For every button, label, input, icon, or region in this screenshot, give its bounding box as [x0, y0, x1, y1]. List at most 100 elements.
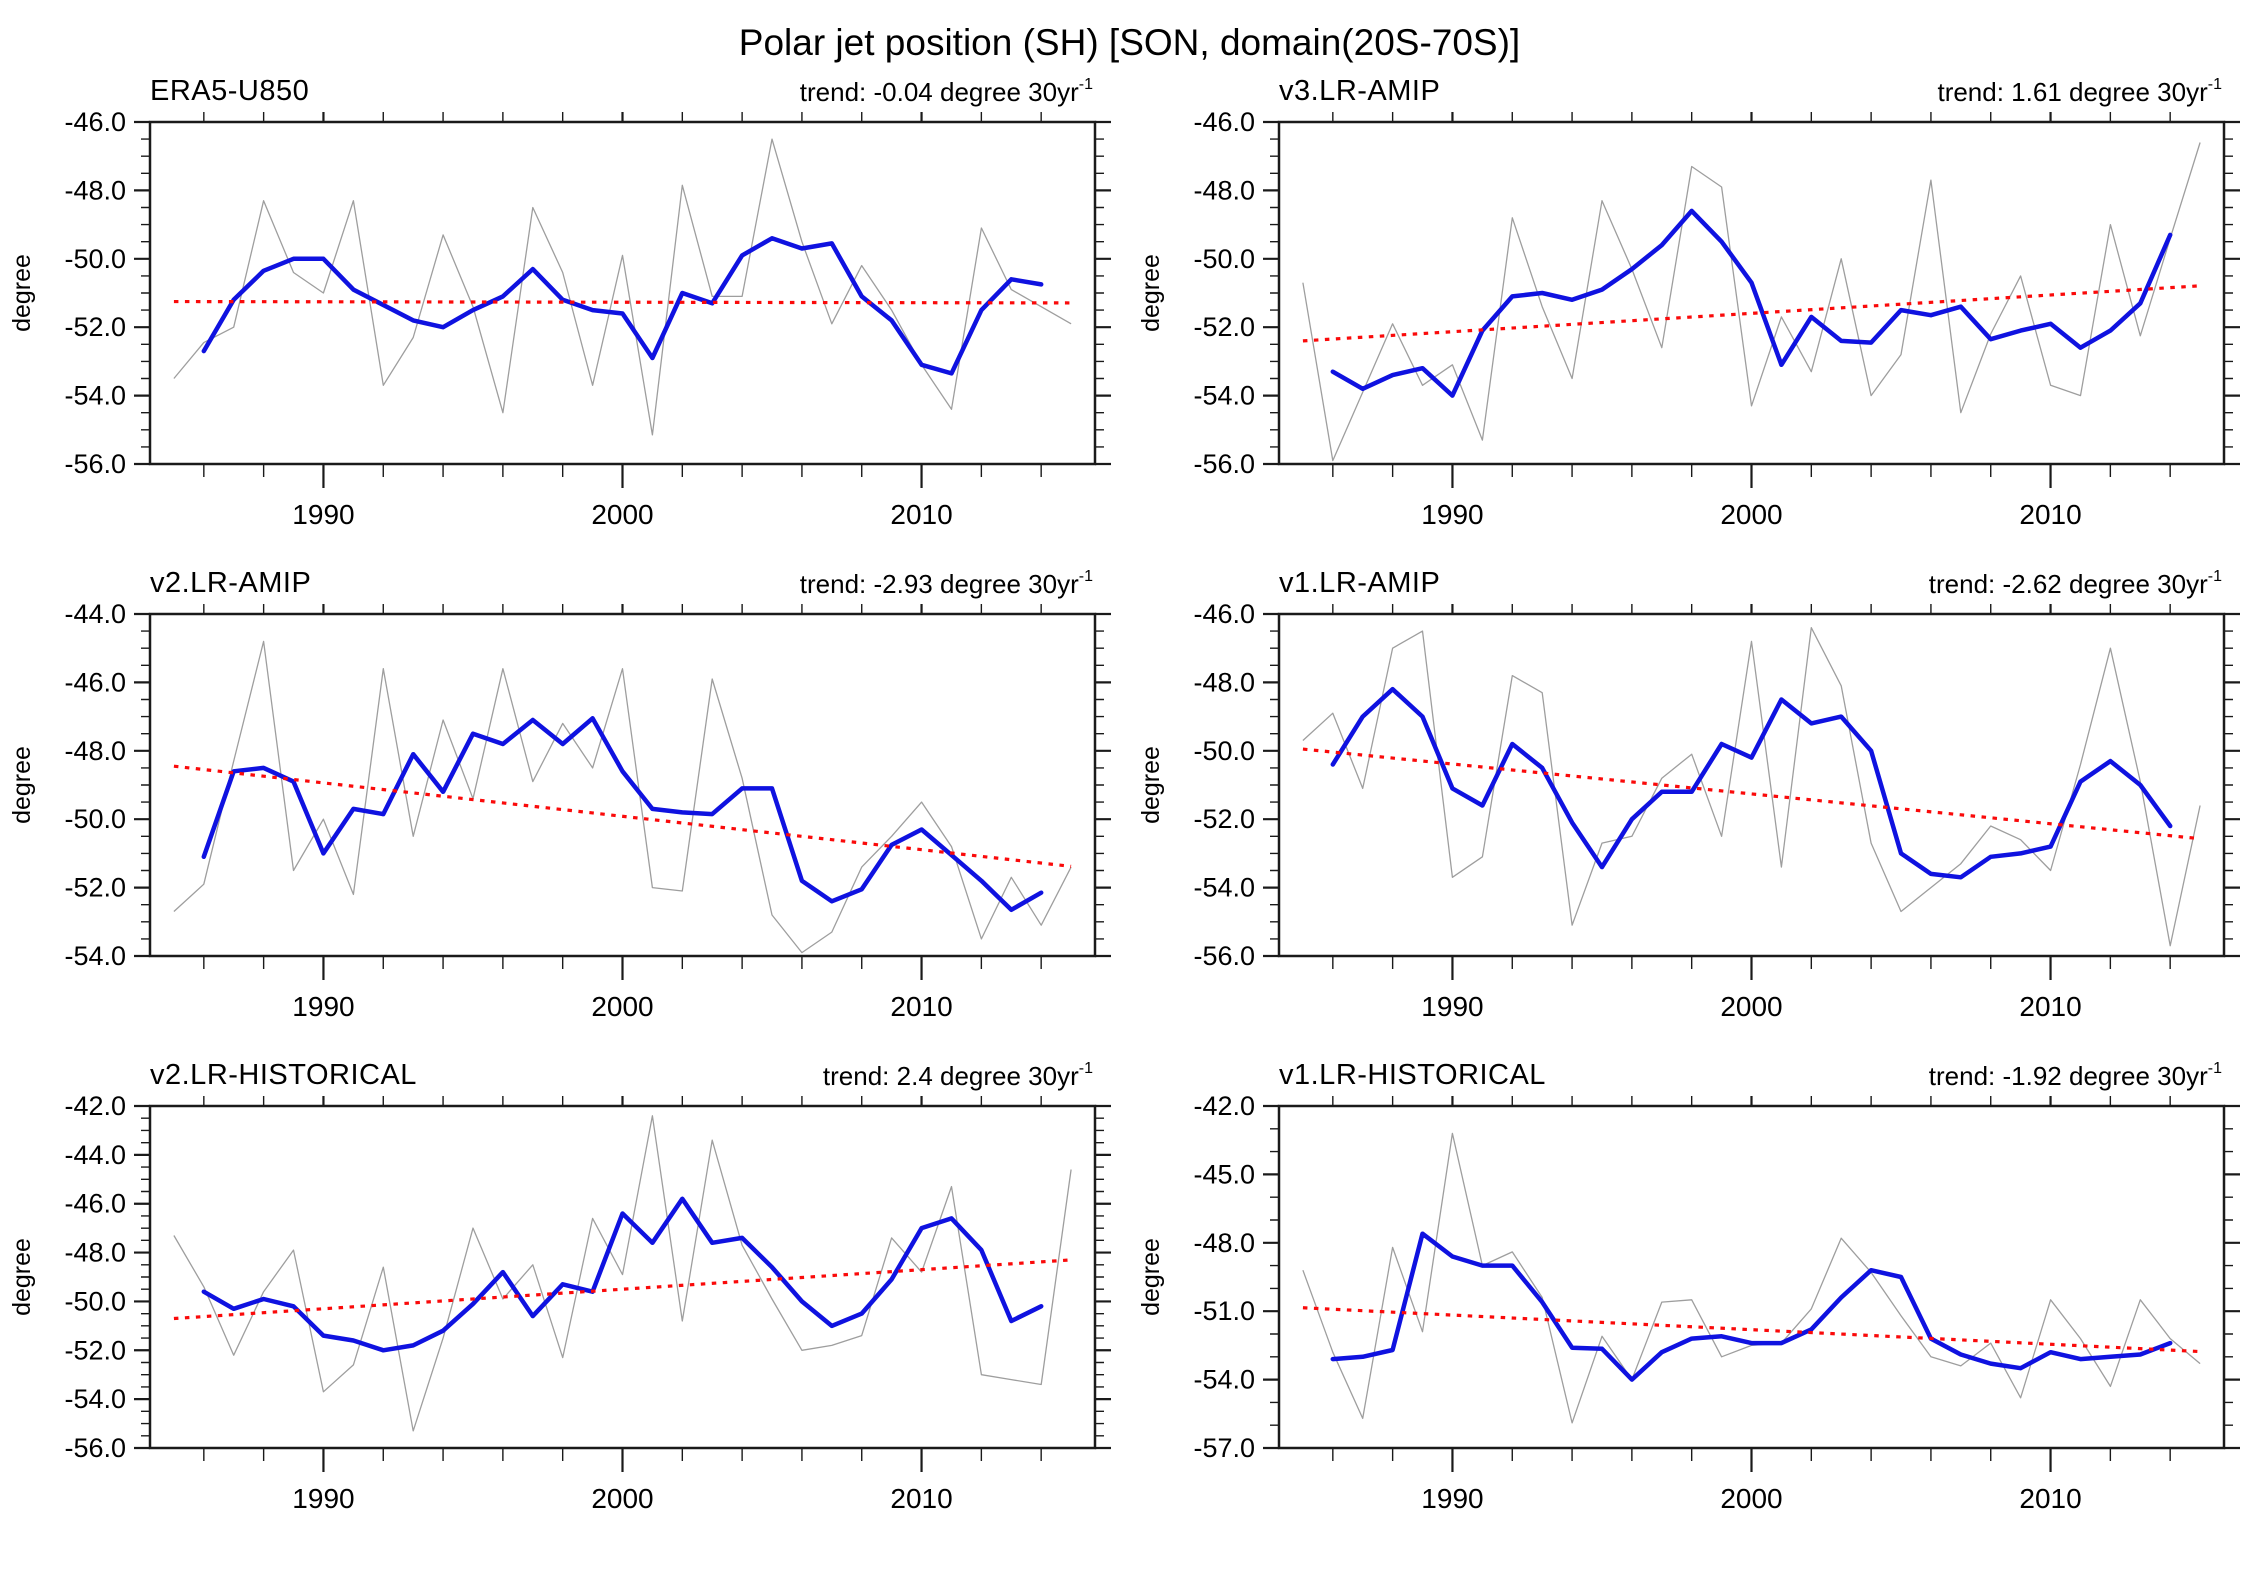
panel-title: v2.LR-HISTORICAL: [150, 1059, 417, 1091]
trend-line: [173, 764, 1072, 868]
y-tick-label: -50.0: [64, 1286, 126, 1316]
major-ticks: [1263, 1096, 2240, 1472]
panel-header: ERA5-U850 trend: -0.04 degree 30yr-1: [0, 66, 1129, 112]
major-ticks: [134, 1096, 1111, 1472]
trend-line: [173, 1258, 1072, 1321]
panel-header: v1.LR-HISTORICAL trend: -1.92 degree 30y…: [1129, 1050, 2258, 1096]
y-tick-label: -46.0: [64, 667, 126, 697]
x-tick-label: 2000: [591, 1483, 653, 1514]
minor-ticks: [1270, 1096, 2233, 1461]
minor-ticks: [141, 604, 1104, 969]
x-tick-label: 1990: [1421, 991, 1483, 1022]
trend-annotation: trend: 1.61 degree 30yr-1: [1937, 76, 2222, 108]
annual-line: [1302, 627, 2201, 947]
chart-era5-u850: -46.0 -48.0 -50.0 -52.0 -54.0 -56.0 1990 2000 20…: [8, 112, 1111, 530]
trend-line: [1302, 284, 2201, 343]
y-tick-label: -46.0: [64, 1189, 126, 1219]
x-tick-label: 2010: [2019, 499, 2081, 530]
trend-line: [1302, 747, 2201, 841]
x-tick-label: 2000: [591, 499, 653, 530]
x-tick-label: 1990: [292, 991, 354, 1022]
figure-title: Polar jet position (SH) [SON, domain(20S…: [738, 22, 1521, 63]
chart-v2-lr-amip: -44.0 -46.0 -48.0 -50.0 -52.0 -54.0 1990 2000 20…: [8, 604, 1111, 1022]
annual-line: [173, 640, 1072, 954]
y-tick-label: -54.0: [1193, 873, 1255, 903]
y-axis-title: degree: [8, 1238, 36, 1316]
panel-v3-lr-amip: v3.LR-AMIP trend: 1.61 degree 30yr-1 -46…: [1129, 66, 2258, 558]
trend-text: trend: -2.62 degree 30yr: [1928, 569, 2208, 599]
y-tick-label: -54.0: [64, 1384, 126, 1414]
x-tick-label: 2010: [890, 991, 952, 1022]
minor-ticks: [141, 112, 1104, 477]
y-tick-label: -56.0: [64, 449, 126, 479]
trend-text: trend: 2.4 degree 30yr: [822, 1061, 1079, 1091]
major-ticks: [134, 112, 1111, 488]
panels-grid: ERA5-U850 trend: -0.04 degree 30yr-1 -46…: [0, 66, 2259, 1542]
plot-frame: [148, 120, 1097, 466]
y-tick-label: -54.0: [1193, 381, 1255, 411]
panel-title: v3.LR-AMIP: [1279, 75, 1441, 107]
panel-v1-lr-historical: v1.LR-HISTORICAL trend: -1.92 degree 30y…: [1129, 1050, 2258, 1542]
x-tick-label: 1990: [292, 499, 354, 530]
major-ticks: [1263, 112, 2240, 488]
x-tick-label: 2000: [1720, 1483, 1782, 1514]
y-tick-label: -50.0: [64, 804, 126, 834]
trend-annotation: trend: -0.04 degree 30yr-1: [799, 76, 1093, 108]
trend-annotation: trend: -1.92 degree 30yr-1: [1929, 1060, 2222, 1092]
trend-exponent: -1: [1078, 76, 1093, 94]
y-tick-label: -56.0: [64, 1433, 126, 1463]
y-tick-label: -52.0: [64, 873, 126, 903]
trend-text: trend: -0.04 degree 30yr: [799, 77, 1079, 107]
panel-header: v1.LR-AMIP trend: -2.62 degree 30yr-1: [1129, 558, 2258, 604]
y-tick-label: -48.0: [1193, 175, 1255, 205]
chart-v2-lr-historical: -42.0 -44.0 -46.0 -48.0 -50.0 -52.0 -54.0 -56.0…: [8, 1096, 1111, 1514]
y-tick-label: -48.0: [64, 736, 126, 766]
y-tick-label: -52.0: [1193, 312, 1255, 342]
annual-line: [1302, 142, 2201, 462]
y-tick-label: -50.0: [1193, 244, 1255, 274]
y-axis-title: degree: [1137, 254, 1165, 332]
y-tick-label: -54.0: [1193, 1365, 1255, 1395]
y-tick-label: -56.0: [1193, 449, 1255, 479]
trend-text: trend: 1.61 degree 30yr: [1937, 77, 2208, 107]
trend-text: trend: -2.93 degree 30yr: [799, 569, 1079, 599]
y-tick-label: -56.0: [1193, 941, 1255, 971]
minor-ticks: [1270, 604, 2233, 969]
y-axis-title: degree: [8, 746, 36, 824]
panel-header: v2.LR-HISTORICAL trend: 2.4 degree 30yr-…: [0, 1050, 1129, 1096]
y-axis-title: degree: [8, 254, 36, 332]
y-tick-label: -52.0: [1193, 804, 1255, 834]
x-tick-label: 2000: [1720, 991, 1782, 1022]
panel-title: v1.LR-AMIP: [1279, 567, 1441, 599]
trend-exponent: -1: [2207, 1060, 2222, 1078]
y-tick-label: -52.0: [64, 1335, 126, 1365]
y-tick-label: -46.0: [1193, 604, 1255, 629]
y-tick-label: -44.0: [64, 604, 126, 629]
trend-exponent: -1: [2207, 76, 2222, 94]
smoothed-line: [201, 1196, 1044, 1353]
plot-frame: [148, 1104, 1097, 1450]
panel-v1-lr-amip: v1.LR-AMIP trend: -2.62 degree 30yr-1 -4…: [1129, 558, 2258, 1050]
x-tick-label: 1990: [1421, 1483, 1483, 1514]
plot-frame: [1277, 120, 2226, 466]
y-tick-label: -54.0: [64, 941, 126, 971]
smoothed-line: [1330, 1231, 2173, 1382]
x-tick-label: 2010: [2019, 1483, 2081, 1514]
trend-annotation: trend: -2.62 degree 30yr-1: [1928, 568, 2222, 600]
y-tick-label: -48.0: [64, 1238, 126, 1268]
y-tick-label: -46.0: [1193, 112, 1255, 137]
trend-exponent: -1: [1078, 1060, 1093, 1078]
y-tick-label: -45.0: [1193, 1159, 1255, 1189]
major-ticks: [1263, 604, 2240, 980]
y-tick-label: -57.0: [1193, 1433, 1255, 1463]
x-tick-label: 1990: [292, 1483, 354, 1514]
y-tick-label: -52.0: [64, 312, 126, 342]
y-tick-label: -50.0: [1193, 736, 1255, 766]
y-tick-label: -48.0: [64, 175, 126, 205]
major-ticks: [134, 604, 1111, 980]
y-tick-label: -44.0: [64, 1140, 126, 1170]
trend-annotation: trend: 2.4 degree 30yr-1: [822, 1060, 1093, 1092]
smoothed-line: [201, 236, 1044, 376]
plot-frame: [1277, 612, 2226, 958]
